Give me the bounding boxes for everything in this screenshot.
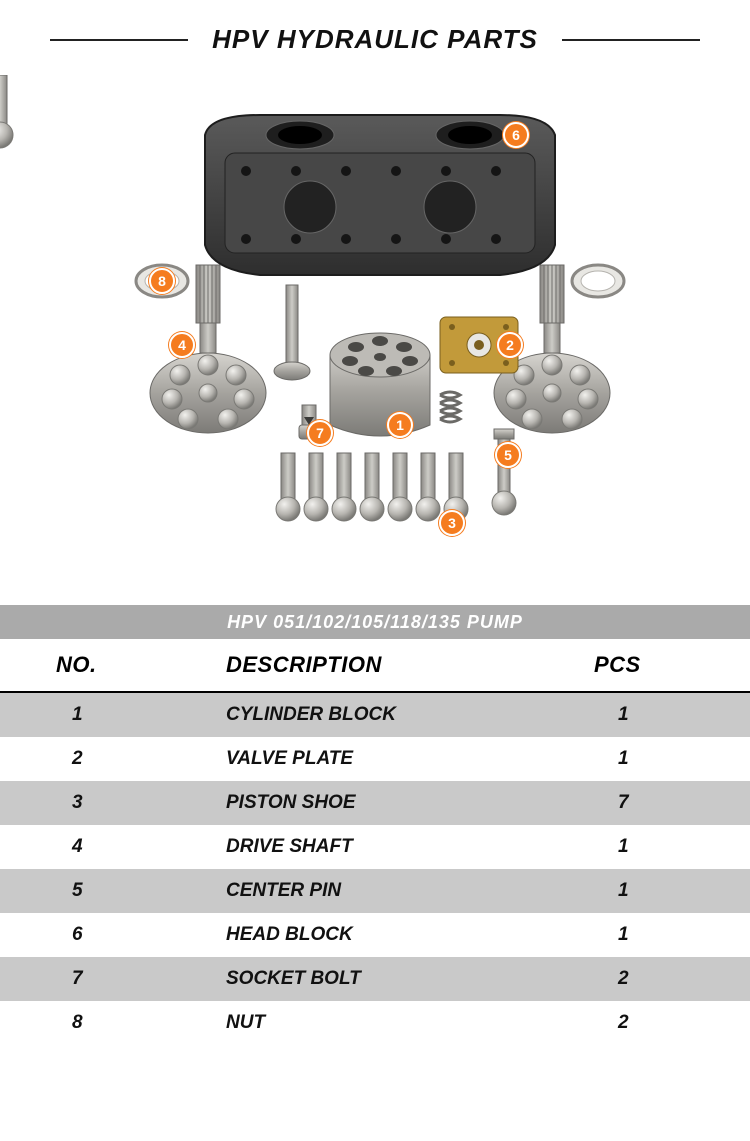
cell-desc: NUT (200, 1012, 570, 1034)
cell-pcs: 2 (570, 968, 750, 990)
cell-desc: HEAD BLOCK (200, 924, 570, 946)
callout-badge-7: 7 (307, 420, 333, 446)
table-row: 7SOCKET BOLT2 (0, 957, 750, 1001)
table-body: 1CYLINDER BLOCK12VALVE PLATE13PISTON SHO… (0, 693, 750, 1045)
cell-pcs: 1 (570, 836, 750, 858)
col-header-pcs: PCS (570, 652, 750, 678)
callout-badge-1: 1 (387, 412, 413, 438)
col-header-desc: DESCRIPTION (200, 652, 570, 678)
part-spring (440, 392, 460, 422)
part-piston-shoe (388, 453, 412, 521)
cell-no: 8 (0, 1012, 200, 1034)
cell-desc: CENTER PIN (200, 880, 570, 902)
table-row: 5CENTER PIN1 (0, 869, 750, 913)
cell-pcs: 1 (570, 924, 750, 946)
page-title: HPV HYDRAULIC PARTS (212, 24, 538, 55)
callout-badge-6: 6 (503, 122, 529, 148)
cell-pcs: 1 (570, 880, 750, 902)
cell-pcs: 2 (570, 1012, 750, 1034)
cell-desc: CYLINDER BLOCK (200, 704, 570, 726)
cell-no: 2 (0, 748, 200, 770)
part-piston-shoes (0, 75, 13, 148)
part-cylinder-block (330, 333, 430, 436)
cell-pcs: 7 (570, 792, 750, 814)
cell-no: 5 (0, 880, 200, 902)
table-header-row: NO. DESCRIPTION PCS (0, 639, 750, 693)
table-row: 2VALVE PLATE1 (0, 737, 750, 781)
part-small-shaft (274, 285, 310, 380)
table-row: 6HEAD BLOCK1 (0, 913, 750, 957)
table-row: 1CYLINDER BLOCK1 (0, 693, 750, 737)
cell-no: 3 (0, 792, 200, 814)
cell-desc: VALVE PLATE (200, 748, 570, 770)
callout-badge-2: 2 (497, 332, 523, 358)
callout-badge-5: 5 (495, 442, 521, 468)
part-piston-shoe (360, 453, 384, 521)
parts-table: NO. DESCRIPTION PCS 1CYLINDER BLOCK12VAL… (0, 639, 750, 1045)
part-piston-shoe (332, 453, 356, 521)
cell-pcs: 1 (570, 704, 750, 726)
header-rule-right (562, 39, 700, 41)
table-subheader-text: HPV 051/102/105/118/135 PUMP (227, 612, 523, 633)
part-piston-shoe (416, 453, 440, 521)
table-row: 8NUT2 (0, 1001, 750, 1045)
part-head-block (205, 115, 555, 275)
cell-desc: PISTON SHOE (200, 792, 570, 814)
header-rule-left (50, 39, 188, 41)
callout-badge-3: 3 (439, 510, 465, 536)
part-nut-right (572, 265, 624, 297)
part-piston-shoe (304, 453, 328, 521)
cell-no: 1 (0, 704, 200, 726)
callout-badge-8: 8 (149, 268, 175, 294)
table-row: 4DRIVE SHAFT1 (0, 825, 750, 869)
col-header-no: NO. (0, 652, 200, 678)
parts-diagram: 1 2 3 4 5 6 7 8 (0, 75, 750, 565)
table-subheader: HPV 051/102/105/118/135 PUMP (0, 605, 750, 639)
cell-no: 4 (0, 836, 200, 858)
cell-no: 7 (0, 968, 200, 990)
table-row: 3PISTON SHOE7 (0, 781, 750, 825)
cell-pcs: 1 (570, 748, 750, 770)
part-piston-shoe (276, 453, 300, 521)
cell-no: 6 (0, 924, 200, 946)
parts-diagram-svg (0, 75, 750, 565)
header: HPV HYDRAULIC PARTS (0, 0, 750, 75)
callout-badge-4: 4 (169, 332, 195, 358)
cell-desc: SOCKET BOLT (200, 968, 570, 990)
cell-desc: DRIVE SHAFT (200, 836, 570, 858)
